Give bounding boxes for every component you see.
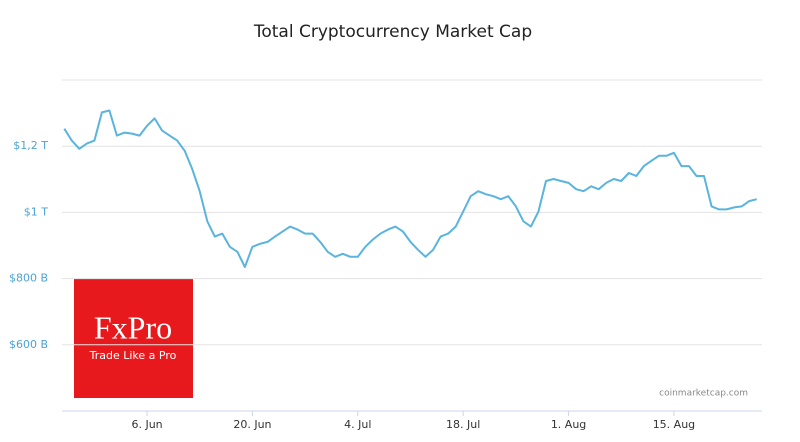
x-tick-label: 6. Jun (131, 418, 162, 431)
logo-tagline: Trade Like a Pro (89, 349, 177, 362)
source: coinmarketcap.com (659, 389, 748, 399)
x-tick-label: 1. Aug (551, 418, 586, 431)
logo-name: FxPro (94, 309, 172, 345)
chart-title: Total Cryptocurrency Market Cap (253, 22, 532, 42)
y-tick-label: $800 B (9, 272, 48, 285)
line (63, 109, 757, 268)
y-tick-label: $1 T (24, 205, 48, 218)
x-tick-label: 18. Jul (446, 418, 480, 431)
logo-box (74, 279, 193, 398)
x-tick-label: 4. Jul (344, 418, 371, 431)
y-tick-label: $600 B (9, 338, 48, 351)
x-tick-label: 15. Aug (653, 418, 695, 431)
x-tick-label: 20. Jun (233, 418, 271, 431)
y-tick-label: $1,2 T (13, 139, 48, 152)
